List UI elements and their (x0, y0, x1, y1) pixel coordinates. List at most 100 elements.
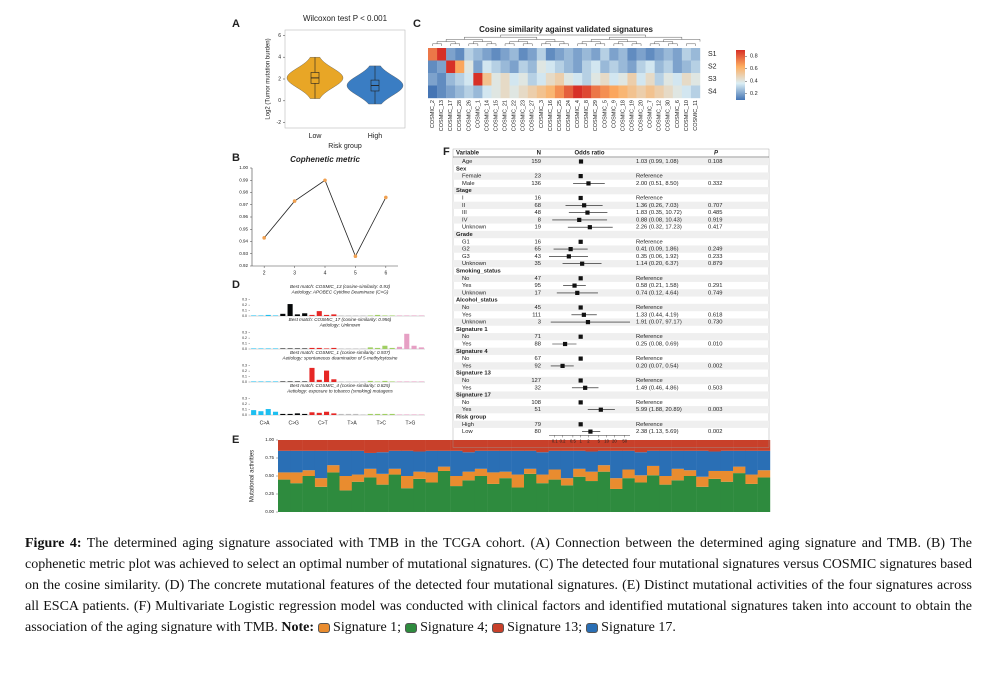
row-label: II (462, 203, 466, 209)
bar-segment (622, 478, 635, 512)
bar-segment (524, 440, 537, 451)
bar (272, 348, 279, 349)
bar-segment (339, 440, 352, 451)
heatmap-cell (518, 85, 528, 99)
bar-segment (671, 450, 685, 469)
bar-segment (474, 476, 488, 512)
bar-segment (536, 452, 549, 475)
heatmap-cell (564, 73, 574, 86)
row-label: No (462, 334, 469, 340)
bar (280, 348, 286, 349)
bar (331, 413, 337, 415)
bar (272, 381, 279, 382)
heatmap-cell (482, 73, 492, 86)
panel-label: A (232, 18, 240, 30)
heatmap-cell (618, 85, 628, 99)
column-label: COSMIC_11 (693, 100, 699, 131)
bar-segment (610, 450, 623, 479)
bar-segment (634, 452, 648, 476)
point (292, 199, 297, 203)
row-n: 80 (535, 429, 541, 435)
x-tick-label: 20 (612, 439, 617, 444)
heatmap-cell (618, 73, 628, 86)
bar-segment (339, 450, 352, 476)
bar-segment (487, 472, 500, 484)
bar (345, 315, 351, 316)
heatmap-cell (536, 60, 547, 74)
heatmap-cell (618, 48, 628, 61)
bar (360, 414, 366, 415)
bar-segment (585, 481, 598, 512)
row-label: Unknown (462, 320, 486, 326)
y-tick-label: 0.2 (242, 402, 247, 406)
heatmap-cell (627, 60, 637, 74)
row-n: 32 (535, 385, 541, 391)
heatmap-cell (636, 85, 646, 99)
panel-label: E (232, 434, 239, 446)
row-n: 35 (535, 261, 541, 267)
x-tick-label: T>A (347, 420, 357, 426)
heatmap-cell (527, 85, 537, 99)
bar-segment (388, 440, 402, 451)
dendrogram (500, 34, 646, 38)
bar (265, 314, 271, 316)
heatmap-cell (681, 60, 692, 74)
or-marker (572, 283, 577, 288)
bar-segment (536, 440, 549, 453)
row-p: 0.749 (708, 290, 723, 296)
point (384, 195, 388, 200)
bar (338, 348, 344, 349)
heatmap-cell (455, 73, 465, 86)
row-p: 0.291 (708, 283, 723, 289)
bar-segment (597, 471, 611, 512)
header-or: Odds ratio (574, 151, 604, 157)
row-label: IV (462, 217, 468, 223)
bar-segment (647, 465, 660, 476)
bar-segment (499, 471, 512, 479)
y-tick-label: 0.96 (239, 214, 248, 219)
bar (404, 381, 410, 382)
point (262, 236, 266, 240)
row-or: Reference (636, 400, 663, 406)
heatmap-cell (500, 60, 510, 74)
note-item: Signature 17. (582, 620, 676, 635)
row-or: 0.41 (0.09, 1.86) (636, 247, 679, 253)
x-tick-label: 6 (384, 270, 387, 276)
bar-segment (302, 476, 316, 512)
bar (411, 315, 417, 316)
heatmap-cell (609, 73, 619, 86)
heatmap-cell (455, 48, 465, 61)
heatmap-cell (437, 73, 447, 86)
dendrogram (545, 41, 565, 44)
dendrogram (504, 43, 515, 46)
dendrogram (473, 41, 492, 44)
bar-segment (708, 478, 721, 512)
heatmap-cell (518, 48, 528, 61)
heatmap-cell (536, 85, 547, 99)
or-marker (578, 276, 583, 281)
row-label: No (462, 378, 469, 384)
bar (345, 381, 351, 382)
heatmap-cell (609, 85, 619, 99)
row-or: Reference (636, 334, 663, 340)
bar-segment (733, 466, 746, 474)
x-tick-label: 2 (587, 439, 590, 444)
row-p: 0.485 (708, 210, 723, 216)
bar (411, 345, 417, 349)
bar (375, 347, 381, 349)
bar (280, 381, 286, 382)
heatmap-cell (464, 85, 474, 99)
or-marker (560, 363, 565, 368)
heatmap-cell (690, 73, 701, 86)
row-band (453, 187, 769, 195)
heatmap-cell (554, 73, 565, 86)
spectrum-title: Best match: COSMIC_13 (cosine-similarity… (290, 284, 391, 289)
bar-segment (573, 476, 586, 512)
row-n: 51 (535, 407, 541, 413)
heatmap-cell (663, 85, 673, 99)
or-marker (578, 400, 583, 405)
column-label: COSMIC_12 (657, 100, 663, 131)
dendrogram (613, 43, 624, 46)
bar (258, 348, 264, 349)
bar-segment (437, 440, 451, 451)
